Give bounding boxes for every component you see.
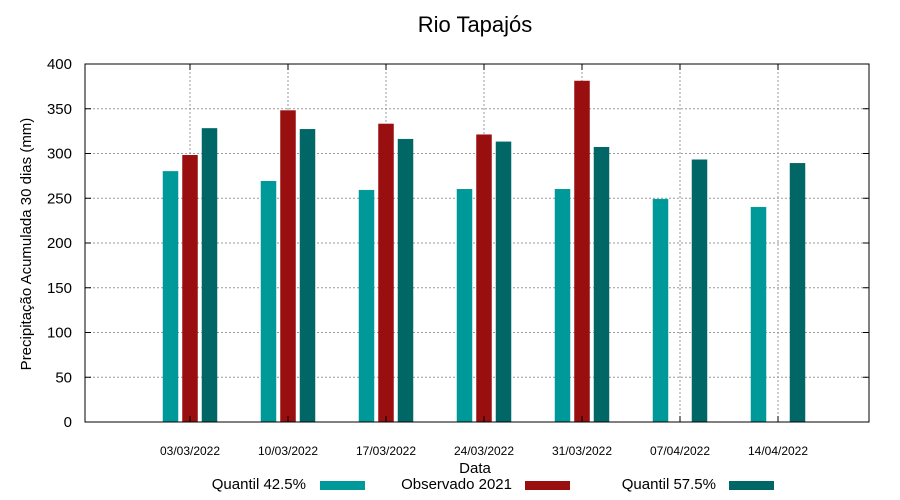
bar: [378, 123, 394, 423]
legend-swatch: [729, 481, 774, 490]
x-tick-label: 31/03/2022: [552, 444, 612, 458]
bar: [750, 206, 767, 423]
y-tick-label: 250: [47, 190, 72, 207]
bar: [280, 110, 296, 423]
bar: [299, 129, 316, 423]
y-tick-label: 150: [47, 280, 72, 297]
legend-label: Quantil 42.5%: [212, 476, 306, 493]
bar: [495, 141, 512, 423]
legend-label: Quantil 57.5%: [622, 476, 716, 493]
y-tick-label: 100: [47, 325, 72, 342]
bar: [476, 134, 492, 423]
bar: [574, 80, 590, 423]
bar: [182, 155, 198, 423]
bar: [260, 180, 277, 423]
bars: [162, 80, 806, 423]
x-tick-label: 14/04/2022: [748, 444, 808, 458]
legend-swatch: [525, 481, 570, 490]
x-axis-label: Data: [459, 460, 491, 477]
x-tick-label: 10/03/2022: [258, 444, 318, 458]
bar: [593, 146, 610, 423]
bar: [554, 189, 571, 423]
x-tick-label: 24/03/2022: [454, 444, 514, 458]
x-tick-label: 07/04/2022: [650, 444, 710, 458]
bar: [397, 138, 414, 423]
y-axis-ticks: 0 50 100 150 200 250 300 350 400: [47, 56, 869, 431]
bar: [789, 163, 806, 423]
y-tick-label: 0: [64, 414, 72, 431]
x-axis-ticks: 03/03/2022 10/03/2022 17/03/2022 24/03/2022…: [160, 64, 808, 458]
legend-label: Observado 2021: [401, 476, 512, 493]
bar: [358, 189, 375, 423]
y-tick-label: 50: [55, 369, 72, 386]
y-tick-label: 300: [47, 146, 72, 163]
bar: [652, 198, 669, 423]
bar: [201, 128, 218, 423]
y-tick-label: 200: [47, 235, 72, 252]
bar: [162, 171, 179, 423]
y-tick-label: 350: [47, 101, 72, 118]
chart-title: Rio Tapajós: [418, 12, 533, 37]
legend: Quantil 42.5% Observado 2021 Quantil 57.5%: [212, 476, 774, 493]
y-axis-label: Precipitação Acumulada 30 dias (mm): [18, 118, 35, 371]
x-tick-label: 17/03/2022: [356, 444, 416, 458]
x-tick-label: 03/03/2022: [160, 444, 220, 458]
bar: [691, 159, 708, 423]
bar: [456, 189, 473, 423]
y-tick-label: 400: [47, 56, 72, 73]
legend-swatch: [320, 481, 365, 490]
